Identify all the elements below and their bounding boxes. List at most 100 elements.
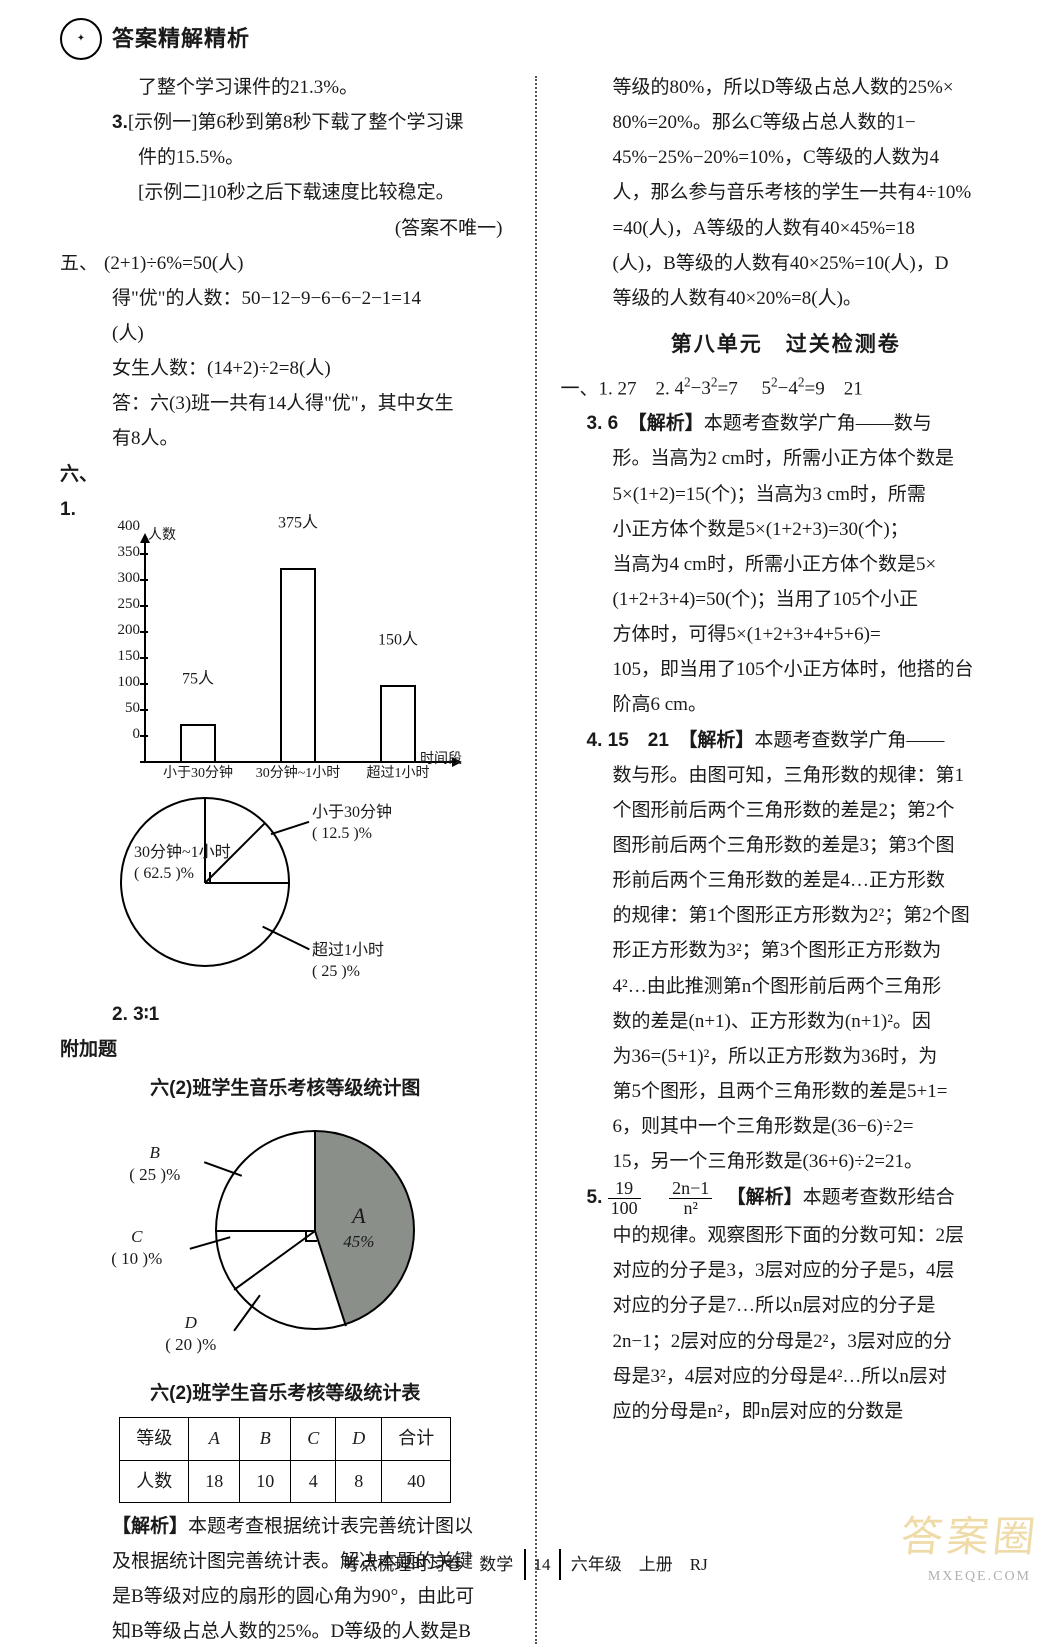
y-axis-title: 人数 (148, 523, 176, 549)
text: ( 25 )% (312, 962, 384, 983)
tick (140, 761, 148, 763)
text-line: =40(人)，A等级的人数有40×45%=18 (561, 211, 1012, 246)
pie-circle (215, 1130, 415, 1330)
table-header: 等级 (120, 1418, 189, 1460)
page-footer: 考点梳理时习卷 数学 14 六年级 上册 RJ (0, 1549, 1051, 1580)
ylabel: 350 (108, 539, 140, 567)
radius-line (215, 1230, 315, 1232)
text-line: (1+2+3+4)=50(个)；当用了105个小正 (561, 582, 1012, 617)
analysis-label: 【解析】 (637, 413, 704, 434)
text-line: 对应的分子是3，3层对应的分子是5，4层 (561, 1253, 1012, 1288)
watermark-sub: MXEQE.COM (928, 1564, 1031, 1590)
text-line: 3.[示例一]第6秒到第8秒下载了整个学习课 (60, 105, 511, 140)
radius-line (234, 1230, 316, 1290)
tick (140, 579, 148, 581)
table-header: B (240, 1418, 291, 1460)
pie-slice-label: 小于30分钟 ( 12.5 )% (312, 803, 392, 845)
table-title: 六(2)班学生音乐考核等级统计表 (60, 1376, 511, 1411)
category-label: 30分钟~1小时 (256, 761, 341, 787)
text: 本题考查数学广角——数与 (704, 413, 932, 434)
text-line: 知B等级占总人数的25%。D等级的人数是B (60, 1614, 511, 1649)
table-row: 等级 A B C D 合计 (120, 1418, 451, 1460)
right-column: 等级的80%，所以D等级占总人数的25%× 80%=20%。那么C等级占总人数的… (561, 70, 1012, 1650)
numerator: 2n−1 (669, 1179, 712, 1199)
text: [示例一]第6秒到第8秒下载了整个学习课 (128, 112, 464, 133)
ylabel: 250 (108, 591, 140, 619)
text: (2+1)÷6%=50(人) (104, 253, 244, 274)
text: ( 10 )% (111, 1248, 162, 1270)
expr: 52−42 (762, 378, 805, 399)
tick (140, 631, 148, 633)
text-line: 形。当高为2 cm时，所需小正方体个数是 (561, 441, 1012, 476)
text: A (343, 1202, 374, 1231)
text-line: 图形前后两个三角形数的差是3；第3个图 (561, 828, 1012, 863)
text-line: 小正方体个数是5×(1+2+3)=30(个)； (561, 512, 1012, 547)
text-line: 数与形。由图可知，三角形数的规律：第1 (561, 758, 1012, 793)
ylabel: 150 (108, 643, 140, 671)
text: D (165, 1312, 216, 1334)
page-body: 了整个学习课件的21.3%。 3.[示例一]第6秒到第8秒下载了整个学习课 件的… (0, 70, 1051, 1650)
text-line: 等级的80%，所以D等级占总人数的25%× (561, 70, 1012, 105)
pie-slice-label: A 45% (343, 1202, 374, 1253)
text-line: 为36=(5+1)²，所以正方形数为36时，为 (561, 1039, 1012, 1074)
tick (140, 553, 148, 555)
bar-chart: 人数 时间段 0 50 100 150 200 250 300 350 400 … (100, 527, 460, 787)
ylabel: 200 (108, 617, 140, 645)
leader-line (262, 926, 310, 951)
text: 本题考查数学广角—— (754, 730, 944, 751)
logo-icon: ✦ (60, 18, 102, 60)
category-label: 小于30分钟 (163, 761, 233, 787)
text-line: 的规律：第1个图形正方形数为2²；第2个图 (561, 898, 1012, 933)
text-line: 中的规律。观察图形下面的分数可知：2层 (561, 1218, 1012, 1253)
text: 本题考查根据统计表完善统计图以 (188, 1516, 473, 1537)
text: =7 (718, 378, 757, 399)
pie-slice-label: 30分钟~1小时 ( 62.5 )% (134, 843, 231, 885)
text: B (129, 1142, 180, 1164)
item-number: 4. 15 21 (587, 730, 688, 751)
text-line: 3. 6 【解析】本题考查数学广角——数与 (561, 406, 1012, 441)
section-label: 五、 (60, 246, 104, 281)
pie-chart-1: 30分钟~1小时 ( 62.5 )% 小于30分钟 ( 12.5 )% 超过1小… (100, 787, 450, 997)
text-line: 数的差是(n+1)、正方形数为(n+1)²。因 (561, 1004, 1012, 1039)
bar (280, 568, 316, 763)
text-line: 105，即当用了105个小正方体时，他搭的台 (561, 652, 1012, 687)
item-number: 5. (587, 1187, 608, 1208)
radius-line (314, 1231, 347, 1327)
text-line: 阶高6 cm。 (561, 687, 1012, 722)
text: 30分钟~1小时 (134, 843, 231, 864)
text-line: 个图形前后两个三角形数的差是2；第2个 (561, 793, 1012, 828)
item-number: 3. (112, 112, 128, 133)
stats-table: 等级 A B C D 合计 人数 18 10 4 8 40 (119, 1417, 451, 1503)
radius-line (314, 1131, 316, 1231)
table-cell: 18 (189, 1460, 240, 1502)
column-divider (535, 76, 537, 1644)
text-line: 4. 15 21 【解析】本题考查数学广角—— (561, 723, 1012, 758)
text: 本题考查数形结合 (803, 1187, 955, 1208)
category-label: 超过1小时 (367, 761, 430, 787)
pie-chart-2: A 45% B ( 25 )% C ( 10 )% D ( 20 )% (95, 1112, 475, 1372)
fraction: 19100 (608, 1179, 641, 1218)
bar-value: 375人 (278, 509, 318, 539)
denominator: 100 (608, 1199, 641, 1218)
table-header: D (336, 1418, 382, 1460)
text-line: 15，另一个三角形数是(36+6)÷2=21。 (561, 1144, 1012, 1179)
table-cell: 8 (336, 1460, 382, 1502)
text-line: 2. 3∶1 (60, 997, 511, 1032)
text: 一、1. 27 2. (561, 378, 675, 399)
text: C (111, 1226, 162, 1248)
text: ( 20 )% (165, 1334, 216, 1356)
pie-slice-label: 超过1小时 ( 25 )% (312, 941, 384, 983)
footer-left: 考点梳理时习卷 数学 (343, 1555, 513, 1574)
tick (140, 605, 148, 607)
left-column: 了整个学习课件的21.3%。 3.[示例一]第6秒到第8秒下载了整个学习课 件的… (60, 70, 511, 1650)
tick (140, 735, 148, 737)
text: 小于30分钟 (312, 803, 392, 824)
label: 六、1. (60, 457, 104, 527)
table-cell: 4 (291, 1460, 336, 1502)
text-line: 五、(2+1)÷6%=50(人) (60, 246, 511, 281)
tick (140, 657, 148, 659)
y-axis (144, 543, 146, 763)
text-line: 一、1. 27 2. 42−32=7 52−42=9 21 (561, 371, 1012, 406)
tick (140, 709, 148, 711)
text: 超过1小时 (312, 941, 384, 962)
